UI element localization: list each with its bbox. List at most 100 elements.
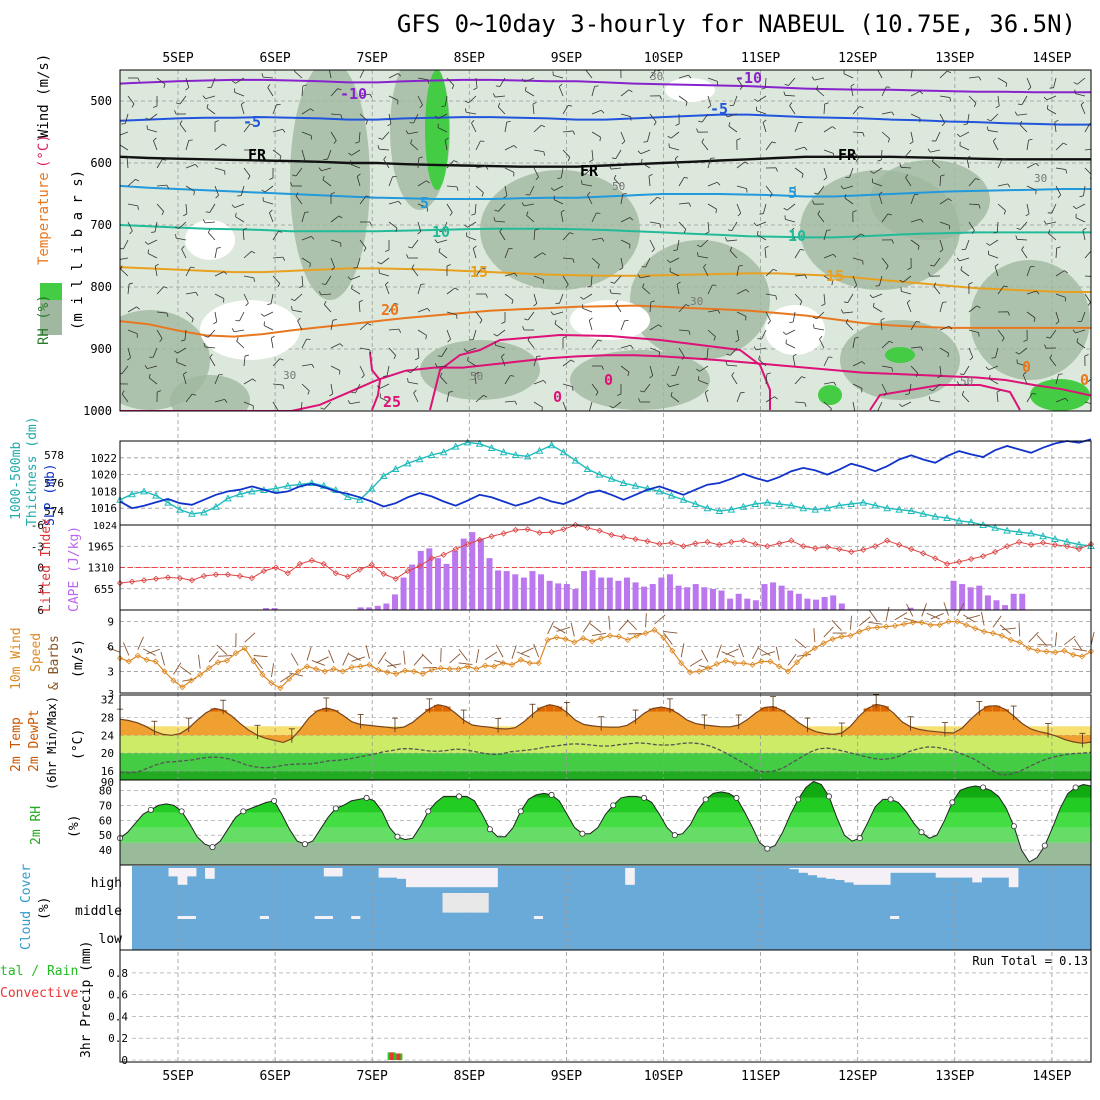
wind-barb-flag	[311, 364, 315, 368]
wind-barb	[879, 275, 883, 286]
wind-barb	[939, 239, 944, 250]
wind-point	[811, 645, 818, 652]
thickness-point	[188, 509, 196, 517]
wind-barb	[794, 401, 805, 404]
wind-barb	[272, 275, 280, 284]
wind-barb-flag	[961, 390, 965, 395]
wind-barb-flag	[277, 283, 281, 288]
thickness-point	[331, 485, 340, 493]
cloud-high-block	[999, 868, 1010, 878]
wind-barb-flag	[485, 293, 488, 298]
wind-point	[767, 658, 774, 665]
wind-barb	[533, 275, 544, 280]
wind-barb	[819, 338, 825, 349]
wind-barb	[727, 113, 738, 118]
wind-barb-flag	[446, 264, 451, 267]
wind-barb-flag	[271, 335, 275, 339]
wind-barb-flag	[939, 249, 944, 253]
wind-barb-flag	[448, 391, 453, 393]
wind-barb-flag	[1028, 138, 1033, 141]
cloud-low-tick	[351, 916, 361, 919]
wind-barb-flag	[666, 383, 670, 387]
lifted-point	[644, 538, 651, 545]
wind-barb-flag	[696, 252, 699, 257]
wind-barb	[533, 293, 538, 304]
wind-barb	[676, 239, 680, 250]
wind-barb	[591, 86, 595, 97]
wind-barb-flag	[493, 217, 496, 222]
wind-barb	[1018, 622, 1021, 637]
wind-barb	[1055, 142, 1064, 151]
wind-barb-flag	[627, 371, 630, 376]
wind-barb-flag	[725, 361, 728, 366]
wind-barb-flag	[129, 230, 133, 235]
wind-barb	[1055, 311, 1060, 322]
wind-barb	[562, 232, 570, 241]
rh-blob	[420, 340, 540, 400]
wind-barb	[356, 176, 361, 187]
cape-tick: 1965	[88, 540, 115, 553]
rh-tick: 80	[99, 784, 112, 797]
lifted-line	[119, 524, 1092, 584]
thickness-line	[119, 441, 1092, 547]
wind-point	[793, 659, 801, 666]
wind-barb	[1083, 185, 1086, 196]
wind-barb-flag	[1022, 371, 1027, 376]
wind-barb	[680, 643, 685, 658]
lifted-point	[380, 570, 387, 577]
wind-barb-flag	[351, 284, 353, 289]
wind-barb	[996, 221, 999, 233]
wind-barb-flag	[833, 381, 837, 386]
rh-contour-label: 50	[470, 370, 483, 383]
wind-barb	[699, 365, 709, 372]
wind-barb	[647, 131, 651, 142]
cape-bar	[460, 538, 467, 610]
run-total-label: Run Total = 0.13	[972, 954, 1088, 968]
wind-barb	[765, 185, 773, 195]
wind-barb	[449, 653, 461, 664]
wind-barb	[560, 167, 564, 178]
wind-barb	[1017, 363, 1028, 367]
rh-point	[240, 808, 247, 815]
wind-barb	[292, 309, 303, 313]
isotherm-label: 10	[432, 223, 450, 241]
cape-bar	[598, 577, 605, 610]
wind-barb-flag	[282, 256, 286, 261]
wind-point	[1016, 639, 1023, 646]
wind-barb	[591, 131, 601, 138]
wind-barb	[700, 649, 709, 663]
wind-barb	[614, 275, 622, 284]
thickness-point	[799, 504, 808, 512]
wind-barb	[178, 221, 187, 229]
wind-barb	[239, 311, 245, 322]
lifted-point	[812, 545, 819, 552]
wind-barb-flag	[292, 174, 297, 177]
cloud-high-block	[168, 868, 179, 877]
wind-barb	[843, 185, 854, 190]
wind-barb-flag	[877, 66, 880, 69]
wind-barb-flag	[514, 400, 518, 405]
wind-barb	[785, 343, 796, 349]
wind-point	[963, 621, 970, 629]
wind-barb-flag	[467, 356, 469, 361]
wind-barb-flag	[136, 306, 140, 310]
lifted-point	[128, 578, 136, 585]
cloud-high-block	[926, 868, 937, 873]
wind-barb	[532, 104, 535, 115]
panel-frames	[119, 69, 1092, 1063]
wind-barb-flag	[357, 173, 361, 177]
wind-barb-flag	[932, 157, 935, 162]
wind-barb	[736, 329, 740, 340]
thickness-point	[655, 487, 664, 495]
wind-barb	[733, 95, 738, 106]
wind-barb	[272, 256, 283, 259]
wind-barb-flag	[434, 115, 439, 119]
wind-barb	[885, 606, 890, 621]
wind-barb-flag	[597, 339, 602, 342]
wind-barb-flag	[956, 257, 960, 262]
lifted-point	[152, 575, 160, 582]
wind-point	[437, 665, 444, 672]
wind-barb-flag	[609, 289, 612, 294]
cape-bar	[520, 577, 527, 610]
wind-barb-flag	[463, 348, 467, 352]
